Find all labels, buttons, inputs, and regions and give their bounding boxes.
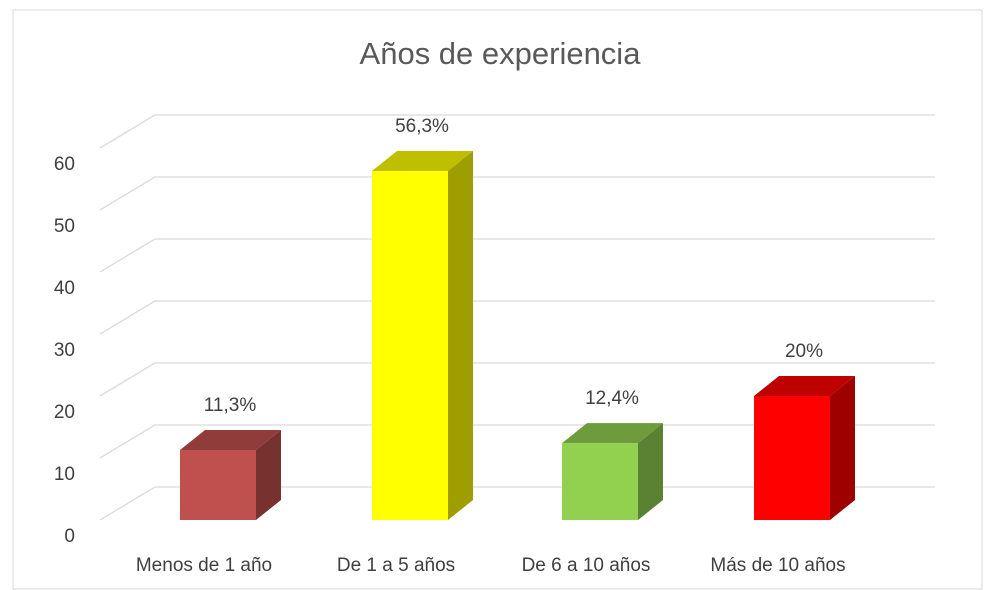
grid-line xyxy=(99,486,935,521)
bar-top xyxy=(372,150,473,171)
bar-side xyxy=(830,376,855,520)
grid-line xyxy=(99,114,935,149)
grid-line xyxy=(99,362,935,397)
y-tick-label: 40 xyxy=(54,278,75,299)
bar-side xyxy=(638,423,663,520)
bar xyxy=(754,396,830,520)
grid-line xyxy=(99,300,935,335)
value-label: 56,3% xyxy=(395,116,449,137)
x-tick-label: De 1 a 5 años xyxy=(337,555,455,576)
grid-line xyxy=(99,424,935,459)
bar xyxy=(562,443,638,520)
bar-top xyxy=(180,429,281,450)
bar xyxy=(372,170,448,520)
y-tick-label: 50 xyxy=(54,216,75,237)
bar-top xyxy=(754,376,855,396)
y-tick-label: 0 xyxy=(64,526,75,547)
y-tick-label: 10 xyxy=(54,464,75,485)
grid-line xyxy=(99,176,935,211)
x-tick-label: De 6 a 10 años xyxy=(522,555,651,576)
bar-side xyxy=(256,429,281,520)
y-tick-label: 60 xyxy=(54,154,75,175)
value-label: 20% xyxy=(785,341,823,362)
bar-top xyxy=(562,423,663,444)
y-tick-label: 30 xyxy=(54,340,75,361)
chart-title: Años de experiencia xyxy=(360,36,642,71)
x-tick-label: Menos de 1 año xyxy=(136,555,272,576)
y-tick-label: 20 xyxy=(54,402,75,423)
x-tick-label: Más de 10 años xyxy=(710,555,845,576)
value-label: 12,4% xyxy=(585,388,639,409)
bar-side xyxy=(448,150,473,520)
value-label: 11,3% xyxy=(204,395,257,416)
bar xyxy=(180,449,256,520)
grid-line xyxy=(99,238,935,273)
